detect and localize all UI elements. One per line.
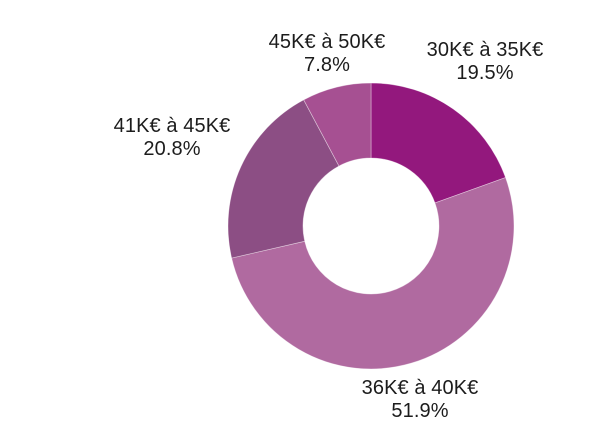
slice-label-range: 30K€ à 35K€ (426, 39, 544, 61)
donut-slice-30-35 (370, 82, 506, 204)
slice-label-36-40: 36K€ à 40K€ 51.9% (362, 377, 479, 423)
slice-label-45-50: 45K€ à 50K€ 7.8% (269, 31, 386, 77)
donut-slice-41-45 (227, 99, 340, 259)
slice-label-percent: 20.8% (143, 138, 201, 160)
slice-label-range: 36K€ à 40K€ (361, 377, 479, 399)
slice-label-30-35: 30K€ à 35K€ 19.5% (427, 39, 544, 85)
slice-label-range: 45K€ à 50K€ (268, 31, 386, 53)
slice-label-range: 41K€ à 45K€ (113, 115, 231, 137)
slice-label-percent: 7.8% (303, 54, 350, 76)
donut-slice-36-40 (231, 177, 515, 370)
donut-slice-45-50 (303, 82, 372, 167)
slice-label-percent: 19.5% (456, 62, 514, 84)
slice-label-percent: 51.9% (391, 400, 449, 422)
slice-label-41-45: 41K€ à 45K€ 20.8% (114, 115, 231, 161)
